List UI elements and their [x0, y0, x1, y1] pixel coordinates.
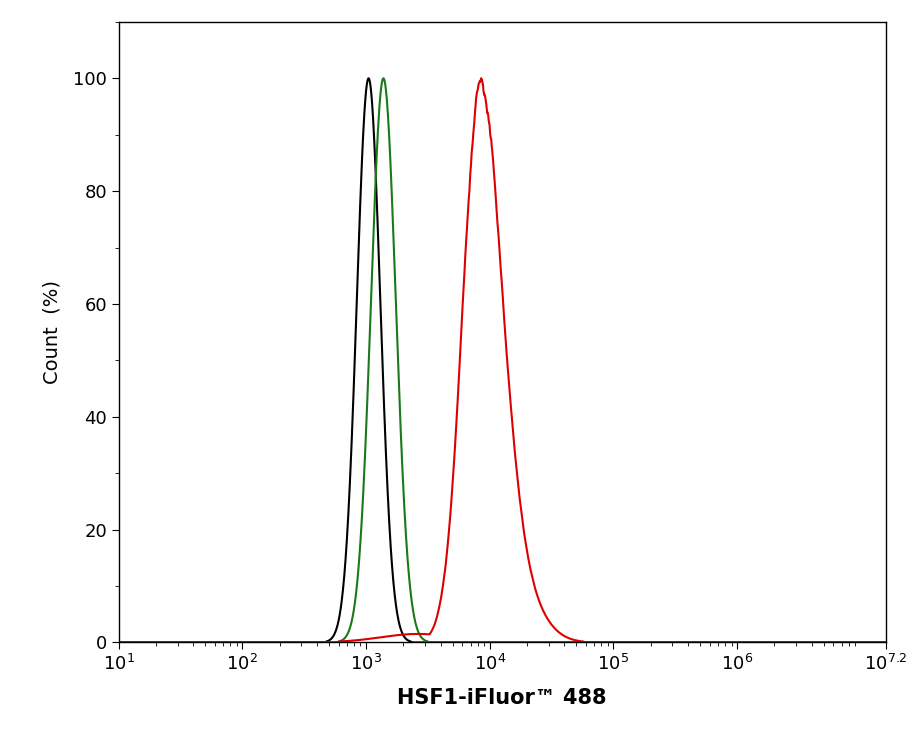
- X-axis label: HSF1-iFluor™ 488: HSF1-iFluor™ 488: [397, 688, 607, 708]
- Y-axis label: Count  (%): Count (%): [43, 280, 62, 384]
